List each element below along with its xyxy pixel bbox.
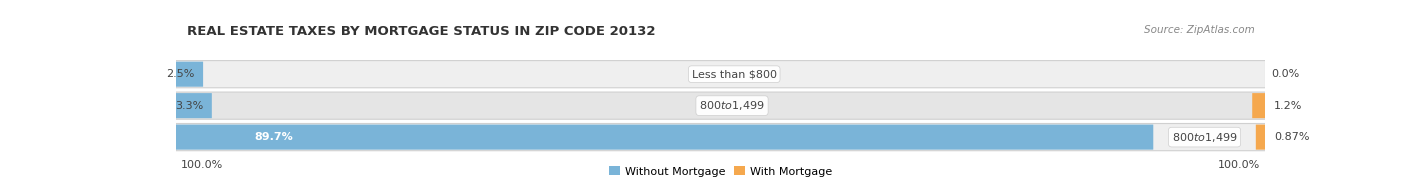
Text: 0.87%: 0.87% — [1274, 132, 1309, 142]
Text: 100.0%: 100.0% — [181, 160, 224, 170]
FancyBboxPatch shape — [1256, 125, 1265, 150]
FancyBboxPatch shape — [176, 125, 1153, 150]
FancyBboxPatch shape — [1253, 93, 1265, 118]
FancyBboxPatch shape — [176, 92, 1265, 119]
Text: $800 to $1,499: $800 to $1,499 — [1171, 131, 1237, 144]
Text: REAL ESTATE TAXES BY MORTGAGE STATUS IN ZIP CODE 20132: REAL ESTATE TAXES BY MORTGAGE STATUS IN … — [187, 25, 655, 38]
Text: Less than $800: Less than $800 — [692, 69, 776, 79]
Text: 89.7%: 89.7% — [254, 132, 292, 142]
Text: $800 to $1,499: $800 to $1,499 — [699, 99, 765, 112]
Text: 2.5%: 2.5% — [166, 69, 194, 79]
FancyBboxPatch shape — [176, 61, 1265, 88]
FancyBboxPatch shape — [176, 123, 1265, 151]
Text: Source: ZipAtlas.com: Source: ZipAtlas.com — [1143, 25, 1254, 35]
Text: 1.2%: 1.2% — [1274, 101, 1302, 111]
Text: 100.0%: 100.0% — [1218, 160, 1260, 170]
FancyBboxPatch shape — [176, 62, 202, 87]
Text: 3.3%: 3.3% — [174, 101, 202, 111]
Text: 0.0%: 0.0% — [1271, 69, 1299, 79]
Legend: Without Mortgage, With Mortgage: Without Mortgage, With Mortgage — [605, 162, 837, 181]
FancyBboxPatch shape — [176, 93, 212, 118]
